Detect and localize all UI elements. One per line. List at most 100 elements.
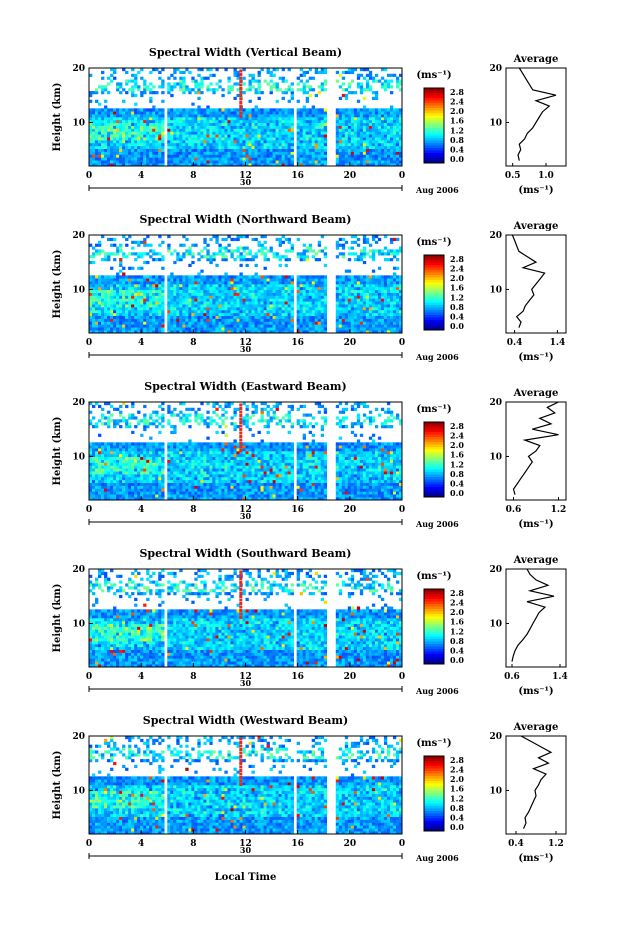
heatmap-cell [107,278,111,282]
heatmap-cell [299,252,303,256]
heatmap-cell [167,91,171,95]
heatmap-cell [197,252,201,256]
heatmap-cell [236,246,240,250]
heatmap-cell [89,163,93,167]
heatmap-cell [395,137,400,141]
heatmap-cell [368,243,373,247]
colorbar-swatch [424,153,444,156]
heatmap-cell [182,243,186,247]
heatmap-cell [98,442,102,446]
heatmap-cell [89,324,93,328]
heatmap-cell [362,108,367,112]
heatmap-cell [173,140,177,144]
heatmap-cell [149,134,153,138]
heatmap-cells [89,235,403,334]
heatmap-cell [179,321,183,325]
heatmap-cell [182,292,186,296]
heatmap-cell [374,275,379,279]
heatmap-cell [158,145,162,149]
heatmap-cell [152,131,156,135]
heatmap-cell [320,295,325,299]
x-tick-label: 0 [86,171,92,181]
panel-title: Spectral Width (Vertical Beam) [149,46,342,59]
colorbar-tick-label: 2.4 [450,97,464,107]
heatmap-cell [284,289,288,293]
heatmap-cell [254,255,258,259]
heatmap-cell [227,140,231,144]
heatmap-cell [134,128,138,132]
heatmap-cell [149,301,153,305]
heatmap-cell [92,451,96,455]
heatmap-cell [119,119,123,124]
heatmap-cell [185,284,189,288]
heatmap-cell [98,304,102,308]
heatmap-cell [116,321,120,325]
heatmap-cell [350,142,355,147]
heatmap-cell [236,298,240,302]
heatmap-cell [155,252,159,256]
heatmap-cell [95,459,99,463]
heatmap-cell [239,298,243,302]
heatmap-cell [362,157,367,161]
heatmap-cell [221,304,225,308]
heatmap-cell [125,278,129,282]
heatmap-cell [308,286,313,291]
heatmap-cell [146,154,150,158]
heatmap-cell [362,289,367,293]
heatmap-cell [335,142,340,147]
heatmap-cell [278,128,282,132]
heatmap-cell [302,278,306,282]
heatmap-cell [386,284,391,288]
heatmap-cell [131,275,135,279]
heatmap-cell [131,108,135,112]
heatmap-cell [227,304,231,308]
heatmap-cell [266,119,270,124]
heatmap-cell [170,157,174,161]
heatmap-cell [191,111,195,115]
heatmap-cell [365,284,370,288]
heatmap-cell [374,295,379,299]
heatmap-cell [362,312,367,316]
heatmap-cell [296,304,300,308]
heatmap-cell [395,309,400,314]
heatmap-cell [311,105,316,109]
heatmap-cell [365,140,370,144]
heatmap-cell [101,151,105,155]
heatmap-cell [323,119,328,124]
heatmap-cell [218,295,222,299]
heatmap-cell [203,119,207,124]
heatmap-cell [113,321,117,325]
heatmap-cell [230,119,234,124]
heatmap-cell [263,286,267,291]
heatmap-cell [161,309,165,314]
heatmap-cell [167,140,171,144]
heatmap-cell [155,258,159,262]
heatmap-cell [188,246,192,250]
heatmap-cell [248,307,252,311]
heatmap-cell [269,286,273,291]
heatmap-cell [173,309,177,314]
heatmap-cell [392,318,397,322]
heatmap-cell [344,119,349,124]
heatmap-cell [398,160,403,164]
heatmap-cell [365,68,370,72]
heatmap-cell [131,286,135,291]
average-title: Average [513,221,559,232]
heatmap-cell [323,114,328,118]
heatmap-cell [146,309,150,314]
heatmap-cell [263,301,267,305]
heatmap-cell [371,286,376,291]
heatmap-cell [233,295,237,299]
heatmap-cell [362,117,367,121]
heatmap-cell [374,151,379,155]
heatmap-cell [287,125,291,129]
heatmap-cell [356,292,361,296]
heatmap-cell [101,148,105,152]
colorbar-swatch [424,143,444,146]
heatmap-cell [155,312,159,316]
heatmap-cell [107,82,111,86]
heatmap-cell [239,286,243,291]
heatmap-cell [374,309,379,314]
heatmap-cell [116,318,120,322]
heatmap-cell [200,309,204,314]
